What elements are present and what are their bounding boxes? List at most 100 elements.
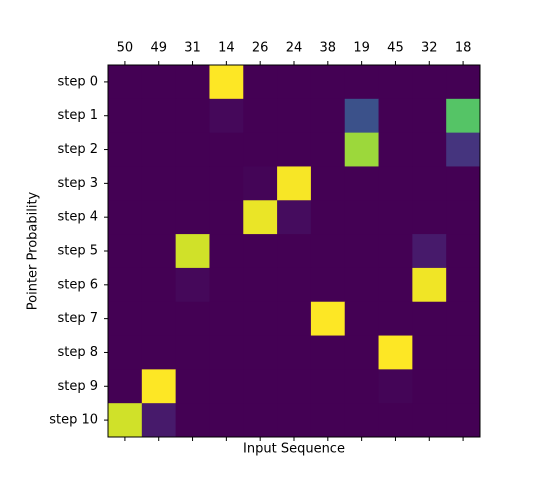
x-tick-label: 14 xyxy=(218,41,235,56)
heatmap-cell xyxy=(277,98,312,134)
heatmap-cell xyxy=(378,267,413,303)
heatmap-cell xyxy=(344,335,380,370)
heatmap-cell xyxy=(412,267,447,303)
heatmap-cell xyxy=(141,132,177,167)
heatmap-cell xyxy=(412,234,447,269)
x-tick-label: 24 xyxy=(286,41,303,56)
heatmap-cell xyxy=(378,234,413,269)
heatmap-cell xyxy=(141,200,177,235)
heatmap-cell xyxy=(310,267,346,303)
heatmap-cell xyxy=(243,335,278,370)
heatmap-cell xyxy=(310,369,346,404)
heatmap-cell xyxy=(243,166,278,201)
heatmap-cell xyxy=(446,234,481,269)
heatmap-cell xyxy=(209,200,244,235)
y-tick-label: step 7 xyxy=(57,311,98,326)
heatmap-cell xyxy=(277,267,312,303)
heatmap-cell xyxy=(412,65,447,100)
heatmap-cell xyxy=(141,267,177,303)
x-tick-label: 49 xyxy=(150,41,167,56)
heatmap-cell xyxy=(378,301,413,337)
x-tick-label: 18 xyxy=(455,41,472,56)
heatmap-cell xyxy=(412,335,447,370)
heatmap-cell xyxy=(141,234,177,269)
heatmap-cell xyxy=(108,369,143,404)
heatmap-cell xyxy=(108,301,143,337)
heatmap-cell xyxy=(209,65,244,100)
heatmap-cell xyxy=(175,132,210,167)
heatmap-cell xyxy=(310,132,346,167)
heatmap-cell xyxy=(344,234,380,269)
heatmap-cell xyxy=(175,267,210,303)
heatmap-cell xyxy=(141,65,177,100)
x-tick-label: 32 xyxy=(421,41,438,56)
heatmap-cell xyxy=(243,369,278,404)
heatmap-cell xyxy=(141,369,177,404)
heatmap-cell xyxy=(209,403,244,438)
heatmap-cell xyxy=(277,234,312,269)
heatmap-cell xyxy=(209,301,244,337)
heatmap-cell xyxy=(277,369,312,404)
heatmap-cell xyxy=(141,98,177,134)
y-tick-label: step 9 xyxy=(57,379,98,394)
heatmap-cell xyxy=(277,335,312,370)
heatmap-cell xyxy=(310,335,346,370)
heatmap-cell xyxy=(446,200,481,235)
heatmap-cell xyxy=(277,65,312,100)
heatmap-cell xyxy=(175,403,210,438)
heatmap-cell xyxy=(108,98,143,134)
heatmap-cell xyxy=(344,166,380,201)
y-tick-label: step 1 xyxy=(57,108,98,123)
heatmap-cell xyxy=(412,132,447,167)
heatmap-cell xyxy=(412,200,447,235)
heatmap-cell xyxy=(378,132,413,167)
heatmap-cell xyxy=(344,65,380,100)
heatmap-cell xyxy=(412,98,447,134)
y-tick-label: step 3 xyxy=(57,176,98,191)
heatmap-cell xyxy=(108,403,143,438)
heatmap-cell xyxy=(175,98,210,134)
heatmap-cell xyxy=(277,166,312,201)
y-tick-label: step 2 xyxy=(57,142,98,157)
heatmap-cell xyxy=(209,267,244,303)
heatmap-cell xyxy=(378,200,413,235)
heatmap-cell xyxy=(412,369,447,404)
heatmap-cell xyxy=(277,132,312,167)
heatmap-cell xyxy=(310,65,346,100)
x-tick-label: 45 xyxy=(387,41,404,56)
heatmap-cell xyxy=(243,98,278,134)
heatmap-cell xyxy=(310,166,346,201)
heatmap-cell xyxy=(378,335,413,370)
heatmap-cell xyxy=(310,98,346,134)
x-tick-label: 19 xyxy=(353,41,370,56)
heatmap-cell xyxy=(277,301,312,337)
x-tick-label: 26 xyxy=(252,41,269,56)
heatmap-cell xyxy=(175,301,210,337)
heatmap-cell xyxy=(243,200,278,235)
heatmap-cell xyxy=(277,200,312,235)
heatmap-cell xyxy=(344,200,380,235)
heatmap-cell xyxy=(108,335,143,370)
heatmap-cell xyxy=(378,403,413,438)
x-axis-label: Input Sequence xyxy=(243,442,345,457)
heatmap-cell xyxy=(310,301,346,337)
heatmap-cell xyxy=(141,301,177,337)
heatmap-cell xyxy=(378,65,413,100)
heatmap-cell xyxy=(344,301,380,337)
y-tick-label: step 4 xyxy=(57,210,98,225)
heatmap-cell xyxy=(412,301,447,337)
heatmap-cell xyxy=(378,166,413,201)
heatmap-cell xyxy=(310,200,346,235)
heatmap-cell xyxy=(277,403,312,438)
heatmap-cell xyxy=(108,200,143,235)
heatmap-cell xyxy=(446,65,481,100)
heatmap-cell xyxy=(243,234,278,269)
heatmap-cell xyxy=(175,234,210,269)
heatmap-cell xyxy=(108,166,143,201)
heatmap-cell xyxy=(243,301,278,337)
heatmap-cell xyxy=(344,403,380,438)
heatmap-cell xyxy=(243,132,278,167)
heatmap-cell xyxy=(243,267,278,303)
heatmap-cell xyxy=(378,98,413,134)
heatmap-cell xyxy=(209,369,244,404)
